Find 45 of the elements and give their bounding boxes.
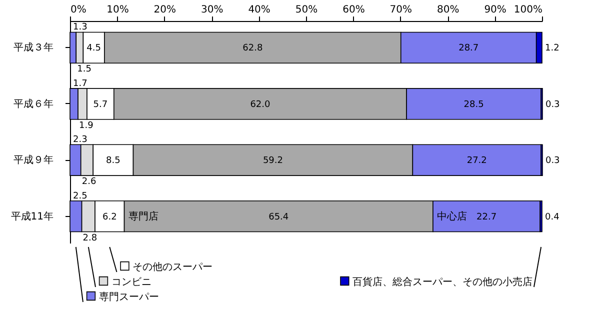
- x-tick-label: 100%: [514, 4, 542, 16]
- data-label: 1.9: [79, 120, 94, 131]
- x-tick-label: 10%: [106, 4, 129, 16]
- x-tick-label: 30%: [200, 4, 224, 16]
- data-label: 2.6: [82, 177, 96, 188]
- data-label: 0.3: [545, 100, 560, 110]
- legend-label: 専門スーパー: [98, 291, 159, 303]
- data-label: 0.4: [545, 212, 560, 222]
- data-label: 1.3: [73, 22, 88, 33]
- data-label: 28.7: [458, 44, 479, 54]
- x-tick-label: 70%: [390, 4, 412, 16]
- series-label: 中心店: [436, 210, 467, 222]
- data-label: 2.8: [82, 233, 98, 244]
- y-tick-label: 平成３年: [14, 42, 54, 54]
- data-label: 62.0: [250, 100, 271, 110]
- data-label: 65.4: [268, 212, 289, 222]
- data-label: 5.7: [93, 100, 108, 110]
- data-label: 2.3: [73, 135, 88, 146]
- data-label: 2.5: [73, 191, 88, 202]
- data-label: 59.2: [262, 156, 283, 166]
- data-label: 8.5: [106, 156, 120, 166]
- x-tick-label: 50%: [295, 4, 318, 16]
- data-label: 22.7: [476, 212, 497, 222]
- data-label: 6.2: [102, 212, 117, 222]
- data-label: 4.5: [86, 44, 101, 54]
- data-label: 62.8: [242, 44, 263, 54]
- x-tick-label: 60%: [342, 4, 365, 16]
- data-label: 27.2: [466, 156, 487, 166]
- series-label: 専門店: [128, 210, 158, 222]
- data-label: 1.5: [77, 64, 92, 75]
- data-label: 1.2: [545, 44, 560, 54]
- legend-label: 百貨店、総合スーパー、その他の小売店: [352, 276, 533, 288]
- y-tick-label: 平成６年: [14, 98, 54, 110]
- data-label: 1.7: [73, 78, 88, 89]
- legend-label: その他のスーパー: [132, 261, 213, 273]
- data-label: 0.3: [545, 156, 560, 166]
- x-tick-label: 0%: [70, 4, 86, 16]
- x-tick-label: 20%: [154, 4, 176, 16]
- x-tick-label: 80%: [436, 4, 460, 16]
- y-tick-label: 平成９年: [14, 154, 54, 166]
- x-tick-label: 40%: [248, 4, 270, 16]
- x-tick-label: 90%: [484, 4, 506, 16]
- y-tick-label: 平成11年: [10, 210, 54, 222]
- data-label: 28.5: [464, 100, 484, 110]
- legend-label: コンビニ: [111, 277, 152, 288]
